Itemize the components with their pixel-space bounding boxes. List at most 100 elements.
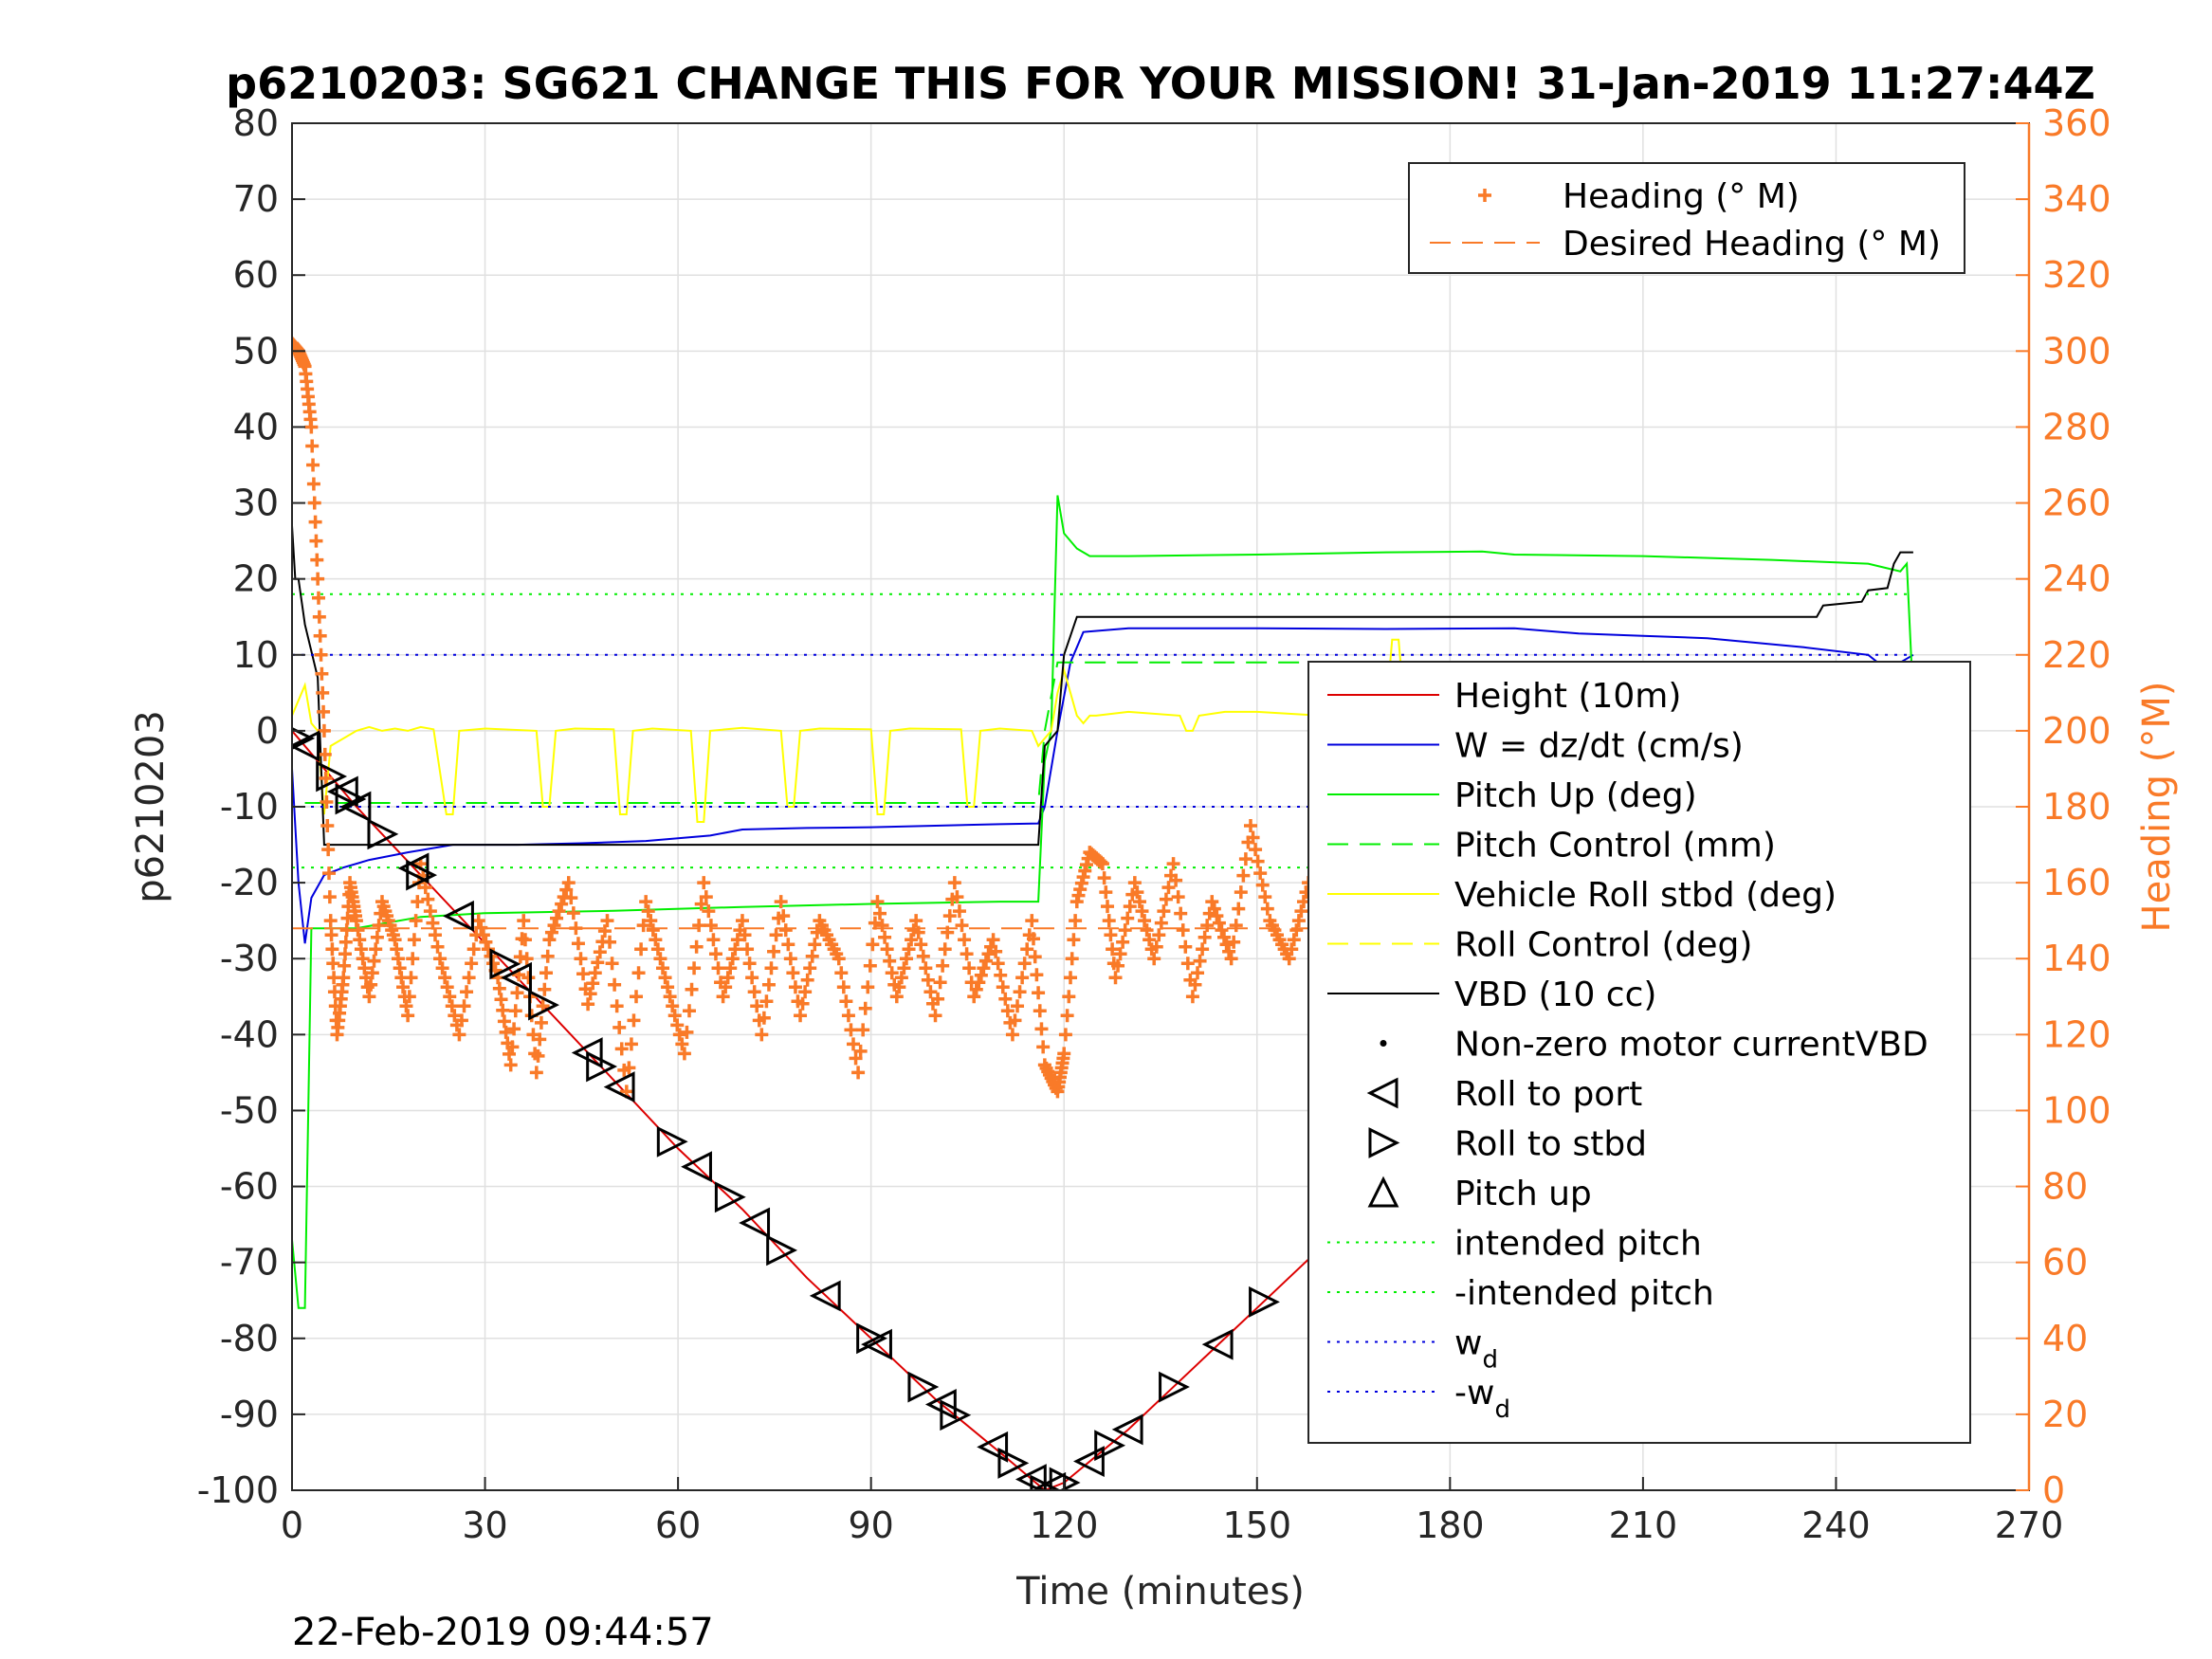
heading-point xyxy=(725,952,740,966)
heading-point xyxy=(624,1037,638,1051)
y-right-tick-label: 240 xyxy=(2042,558,2111,600)
heading-point xyxy=(610,999,624,1013)
heading-point xyxy=(627,1013,641,1028)
heading-point xyxy=(448,1009,462,1023)
heading-point xyxy=(593,945,607,959)
legend-main-label: Roll to stbd xyxy=(1454,1125,1647,1164)
heading-point xyxy=(471,914,485,928)
heading-point xyxy=(677,1047,691,1061)
heading-point xyxy=(322,866,337,881)
x-tick-label: 150 xyxy=(1223,1504,1292,1546)
y-left-tick-label: -10 xyxy=(220,786,279,828)
heading-point xyxy=(1032,986,1046,1000)
roll-port-marker xyxy=(292,730,320,762)
heading-point xyxy=(981,947,996,961)
heading-point xyxy=(426,916,440,930)
heading-point xyxy=(1154,916,1168,930)
legend-main-swatch xyxy=(1380,1040,1387,1047)
heading-point xyxy=(667,1009,682,1023)
heading-point xyxy=(555,897,569,911)
heading-point xyxy=(889,990,904,1004)
heading-point xyxy=(941,925,955,939)
heading-point xyxy=(588,966,602,980)
heading-point xyxy=(781,938,795,952)
heading-point xyxy=(655,961,669,975)
heading-point xyxy=(445,999,459,1013)
heading-point xyxy=(505,1040,520,1054)
heading-point xyxy=(1143,933,1157,947)
heading-point xyxy=(574,952,588,966)
heading-point xyxy=(702,904,716,919)
heading-point xyxy=(486,957,501,971)
heading-point xyxy=(711,961,725,975)
heading-point xyxy=(1176,923,1190,938)
heading-point xyxy=(1013,985,1027,999)
heading-point xyxy=(692,919,706,933)
heading-point xyxy=(1287,933,1301,947)
heading-point xyxy=(1197,930,1212,944)
heading-point xyxy=(880,942,894,957)
heading-point xyxy=(1227,935,1241,949)
heading-point xyxy=(1246,830,1260,845)
heading-point xyxy=(911,925,925,939)
heading-point xyxy=(916,949,930,963)
heading-point xyxy=(466,942,481,957)
roll-stbd-marker xyxy=(489,948,521,980)
y-left-tick-label: 80 xyxy=(233,102,279,144)
heading-point xyxy=(600,914,614,928)
heading-point xyxy=(317,723,331,738)
heading-point xyxy=(872,906,887,921)
heading-point xyxy=(550,911,564,925)
heading-point xyxy=(1147,952,1161,966)
heading-point xyxy=(571,937,585,951)
heading-point xyxy=(1253,866,1268,881)
heading-point xyxy=(1217,930,1231,944)
y-right-tick-label: 20 xyxy=(2042,1394,2088,1435)
heading-point xyxy=(1026,932,1040,946)
heading-point xyxy=(1161,881,1176,895)
heading-point xyxy=(544,925,558,939)
heading-point xyxy=(994,968,1008,982)
heading-point xyxy=(1015,971,1030,985)
heading-point xyxy=(938,942,952,957)
heading-point xyxy=(1207,902,1221,916)
heading-point xyxy=(513,950,527,964)
y-left-tick-label: 20 xyxy=(233,558,279,600)
heading-point xyxy=(1149,939,1163,954)
roll-stbd-marker xyxy=(586,1050,618,1083)
y-left-tick-label: -70 xyxy=(220,1242,279,1284)
legend-main-label: -intended pitch xyxy=(1454,1274,1714,1313)
heading-point xyxy=(1065,952,1079,966)
heading-point xyxy=(955,919,969,933)
heading-point xyxy=(520,952,534,966)
heading-point xyxy=(723,961,738,975)
heading-point xyxy=(603,935,617,949)
roll-stbd-marker xyxy=(714,1181,746,1213)
legend-main-label: Roll Control (deg) xyxy=(1454,926,1752,965)
heading-point xyxy=(805,949,819,963)
heading-point xyxy=(454,1013,468,1028)
x-tick-label: 90 xyxy=(848,1504,893,1546)
heading-point xyxy=(566,906,580,921)
heading-point xyxy=(608,977,622,992)
heading-point xyxy=(666,999,680,1013)
heading-point xyxy=(1058,1028,1072,1042)
heading-point xyxy=(769,928,783,942)
heading-point xyxy=(1097,871,1111,885)
heading-point xyxy=(1140,923,1154,938)
heading-point xyxy=(870,895,885,909)
heading-point xyxy=(634,942,649,957)
heading-point xyxy=(503,1058,518,1072)
y-left-tick-label: -40 xyxy=(220,1013,279,1055)
chart-title: p6210203: SG621 CHANGE THIS FOR YOUR MIS… xyxy=(226,58,2095,109)
heading-point xyxy=(1289,923,1304,938)
heading-point xyxy=(307,496,321,510)
heading-point xyxy=(605,957,619,971)
heading-point xyxy=(1174,906,1188,921)
heading-point xyxy=(969,982,983,996)
heading-point xyxy=(323,914,338,928)
heading-point xyxy=(1121,911,1135,925)
y-axis-label-left: p6210203 xyxy=(129,710,173,903)
roll-stbd-marker xyxy=(1249,1285,1280,1318)
heading-point xyxy=(1251,854,1265,868)
